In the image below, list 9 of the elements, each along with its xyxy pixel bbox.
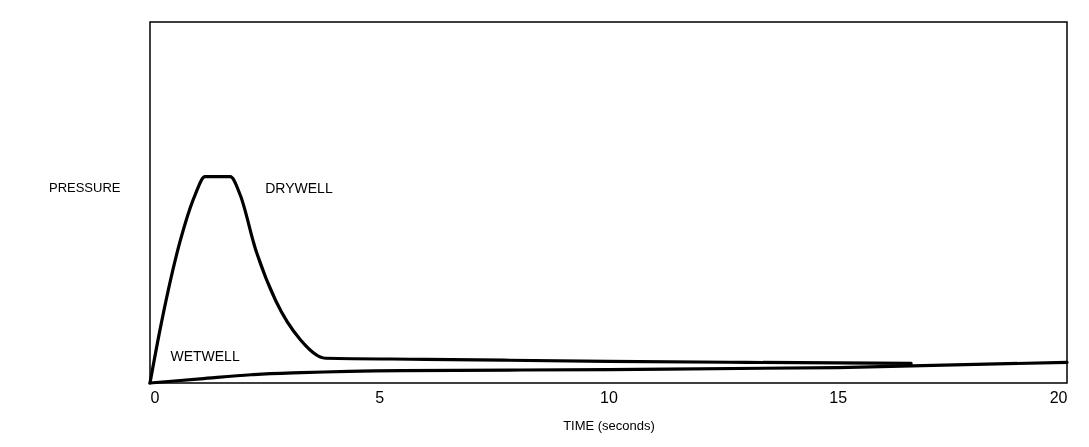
x-axis-title: TIME (seconds) [563, 417, 655, 433]
series-label: WETWELL [170, 347, 240, 364]
x-tick-label: 5 [375, 388, 385, 406]
x-tick-label: 20 [1049, 388, 1068, 406]
x-tick-label: 10 [600, 388, 618, 406]
series-label: DRYWELL [265, 179, 333, 196]
x-tick-label: 0 [150, 388, 160, 406]
y-axis-title: PRESSURE [48, 179, 121, 195]
x-tick-label: 15 [829, 388, 848, 406]
